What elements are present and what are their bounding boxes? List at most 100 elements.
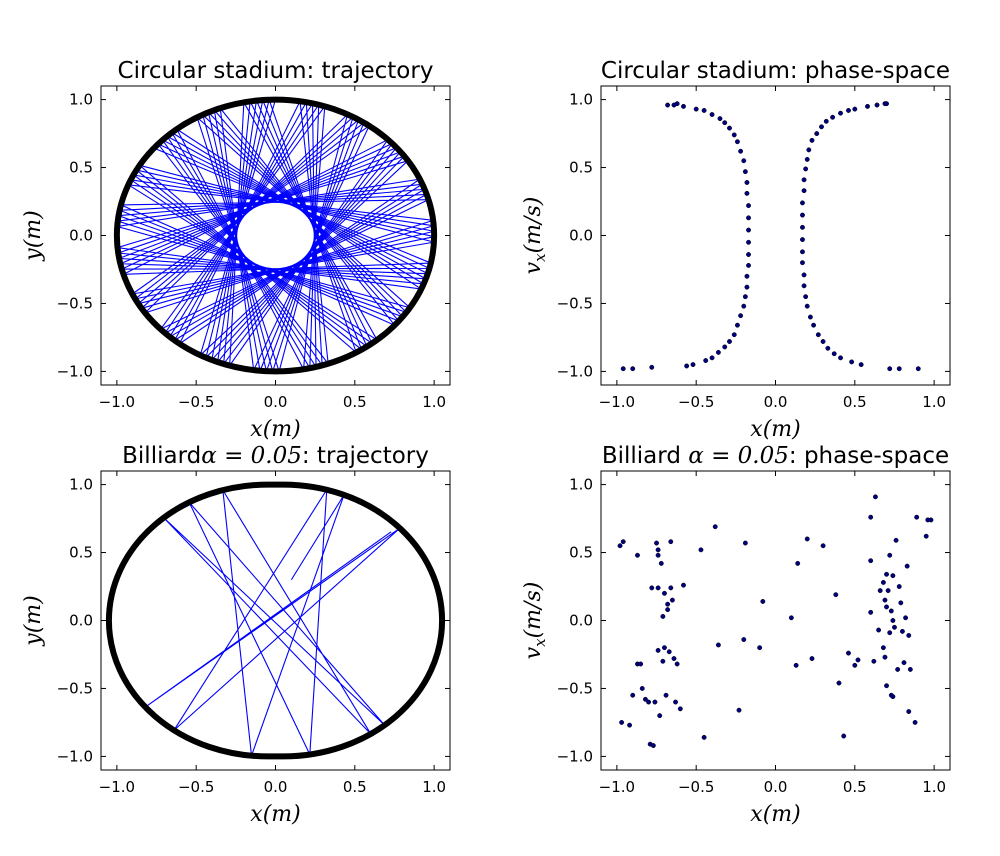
x-tick-label: −0.5 xyxy=(178,393,214,411)
data-point xyxy=(642,696,648,702)
y-tick-label: 1.0 xyxy=(569,91,593,109)
data-point xyxy=(655,547,661,553)
y-axis-ticks: −1.0 −0.5 0.0 0.5 1.0 xyxy=(557,476,950,765)
x-tick-label: 1.0 xyxy=(422,778,446,796)
data-point xyxy=(674,101,680,107)
y-axis-ticks: −1.0 −0.5 0.0 0.5 1.0 xyxy=(557,91,950,380)
data-point xyxy=(884,571,889,577)
data-point xyxy=(722,344,728,350)
data-point xyxy=(635,552,640,558)
phase-space-plot xyxy=(620,101,921,372)
data-point xyxy=(815,332,821,338)
data-point xyxy=(668,585,674,591)
y-tick-label: 0.5 xyxy=(569,544,593,562)
data-point xyxy=(893,537,899,543)
data-point xyxy=(649,364,655,370)
data-point xyxy=(896,584,902,589)
data-point xyxy=(865,103,870,109)
y-tick-label: −1.0 xyxy=(57,747,93,765)
data-point xyxy=(892,624,897,630)
y-axis-ticks: −1.0 −0.5 0.0 0.5 1.0 xyxy=(57,91,450,380)
data-point xyxy=(882,654,888,660)
x-axis-label: x(m) xyxy=(250,802,300,827)
y-tick-label: −1.0 xyxy=(557,362,593,380)
data-point xyxy=(744,190,750,196)
data-point xyxy=(712,524,718,530)
data-point xyxy=(852,662,858,668)
data-point xyxy=(914,514,920,520)
panel-billiard-phase-space: Billiard α = 0.05: phase-space −1.0 −0.5 0… xyxy=(521,443,951,827)
data-point xyxy=(877,588,883,594)
panel-title: Billiardα = 0.05: trajectory xyxy=(122,443,429,469)
y-tick-label: −1.0 xyxy=(557,747,593,765)
y-tick-label: 0.5 xyxy=(69,159,93,177)
data-point xyxy=(734,322,740,328)
trajectory-plot xyxy=(105,481,446,760)
data-point xyxy=(888,608,894,614)
x-axis-ticks: −1.0 −0.5 0.0 0.5 1.0 xyxy=(99,86,446,411)
phase-space-plot xyxy=(617,494,934,748)
data-point xyxy=(868,609,874,615)
data-point xyxy=(890,694,896,700)
data-point xyxy=(746,215,751,221)
panel-circular-trajectory: Circular stadium: trajectory −1.0 −0.5 0.0… xyxy=(21,58,451,442)
data-point xyxy=(876,627,882,633)
data-point xyxy=(746,227,751,233)
trajectory-line xyxy=(145,489,401,757)
data-point xyxy=(803,166,809,172)
x-axis-ticks: −1.0 −0.5 0.0 0.5 1.0 xyxy=(599,471,946,796)
y-tick-label: 0.0 xyxy=(69,227,93,245)
data-point xyxy=(907,666,913,672)
data-point xyxy=(825,345,831,351)
data-point xyxy=(841,733,847,739)
x-tick-label: 0.5 xyxy=(343,393,367,411)
data-point xyxy=(693,106,699,112)
data-point xyxy=(717,116,723,122)
y-axis-ticks: −1.0 −0.5 0.0 0.5 1.0 xyxy=(57,476,450,765)
y-tick-label: −0.5 xyxy=(57,679,93,697)
data-point xyxy=(912,719,918,725)
y-tick-label: 1.0 xyxy=(69,91,93,109)
data-point xyxy=(662,645,667,651)
data-point xyxy=(901,660,907,666)
data-point xyxy=(890,618,896,623)
data-point xyxy=(880,579,886,585)
data-point xyxy=(885,588,891,594)
data-point xyxy=(868,514,874,520)
data-point xyxy=(915,366,921,372)
data-point xyxy=(804,156,810,162)
data-point xyxy=(738,313,744,319)
data-point xyxy=(871,658,877,664)
data-point xyxy=(788,615,794,621)
data-point xyxy=(660,658,666,664)
data-point xyxy=(703,358,709,363)
data-point xyxy=(731,132,737,138)
data-point xyxy=(872,494,878,500)
data-point xyxy=(681,582,686,588)
axes-frame xyxy=(100,470,451,771)
x-axis-ticks: −1.0 −0.5 0.0 0.5 1.0 xyxy=(599,86,946,411)
data-point xyxy=(800,249,805,255)
trajectory-plot xyxy=(113,96,438,375)
data-point xyxy=(801,272,807,278)
data-point xyxy=(698,547,704,553)
data-point xyxy=(858,362,864,368)
x-axis-ticks: −1.0 −0.5 0.0 0.5 1.0 xyxy=(99,471,446,796)
data-point xyxy=(846,108,851,113)
data-point xyxy=(652,699,658,705)
x-tick-label: −1.0 xyxy=(99,393,135,411)
data-point xyxy=(746,203,751,209)
data-point xyxy=(638,661,644,667)
data-point xyxy=(928,517,934,523)
data-point xyxy=(884,683,889,689)
data-point xyxy=(650,743,656,748)
data-point xyxy=(709,355,715,361)
data-point xyxy=(669,597,675,603)
data-point xyxy=(814,131,820,137)
x-tick-label: 1.0 xyxy=(422,393,446,411)
x-tick-label: 1.0 xyxy=(922,778,946,796)
data-point xyxy=(793,662,799,668)
data-point xyxy=(800,260,805,266)
data-point xyxy=(722,120,728,126)
x-axis-label: x(m) xyxy=(750,802,800,827)
